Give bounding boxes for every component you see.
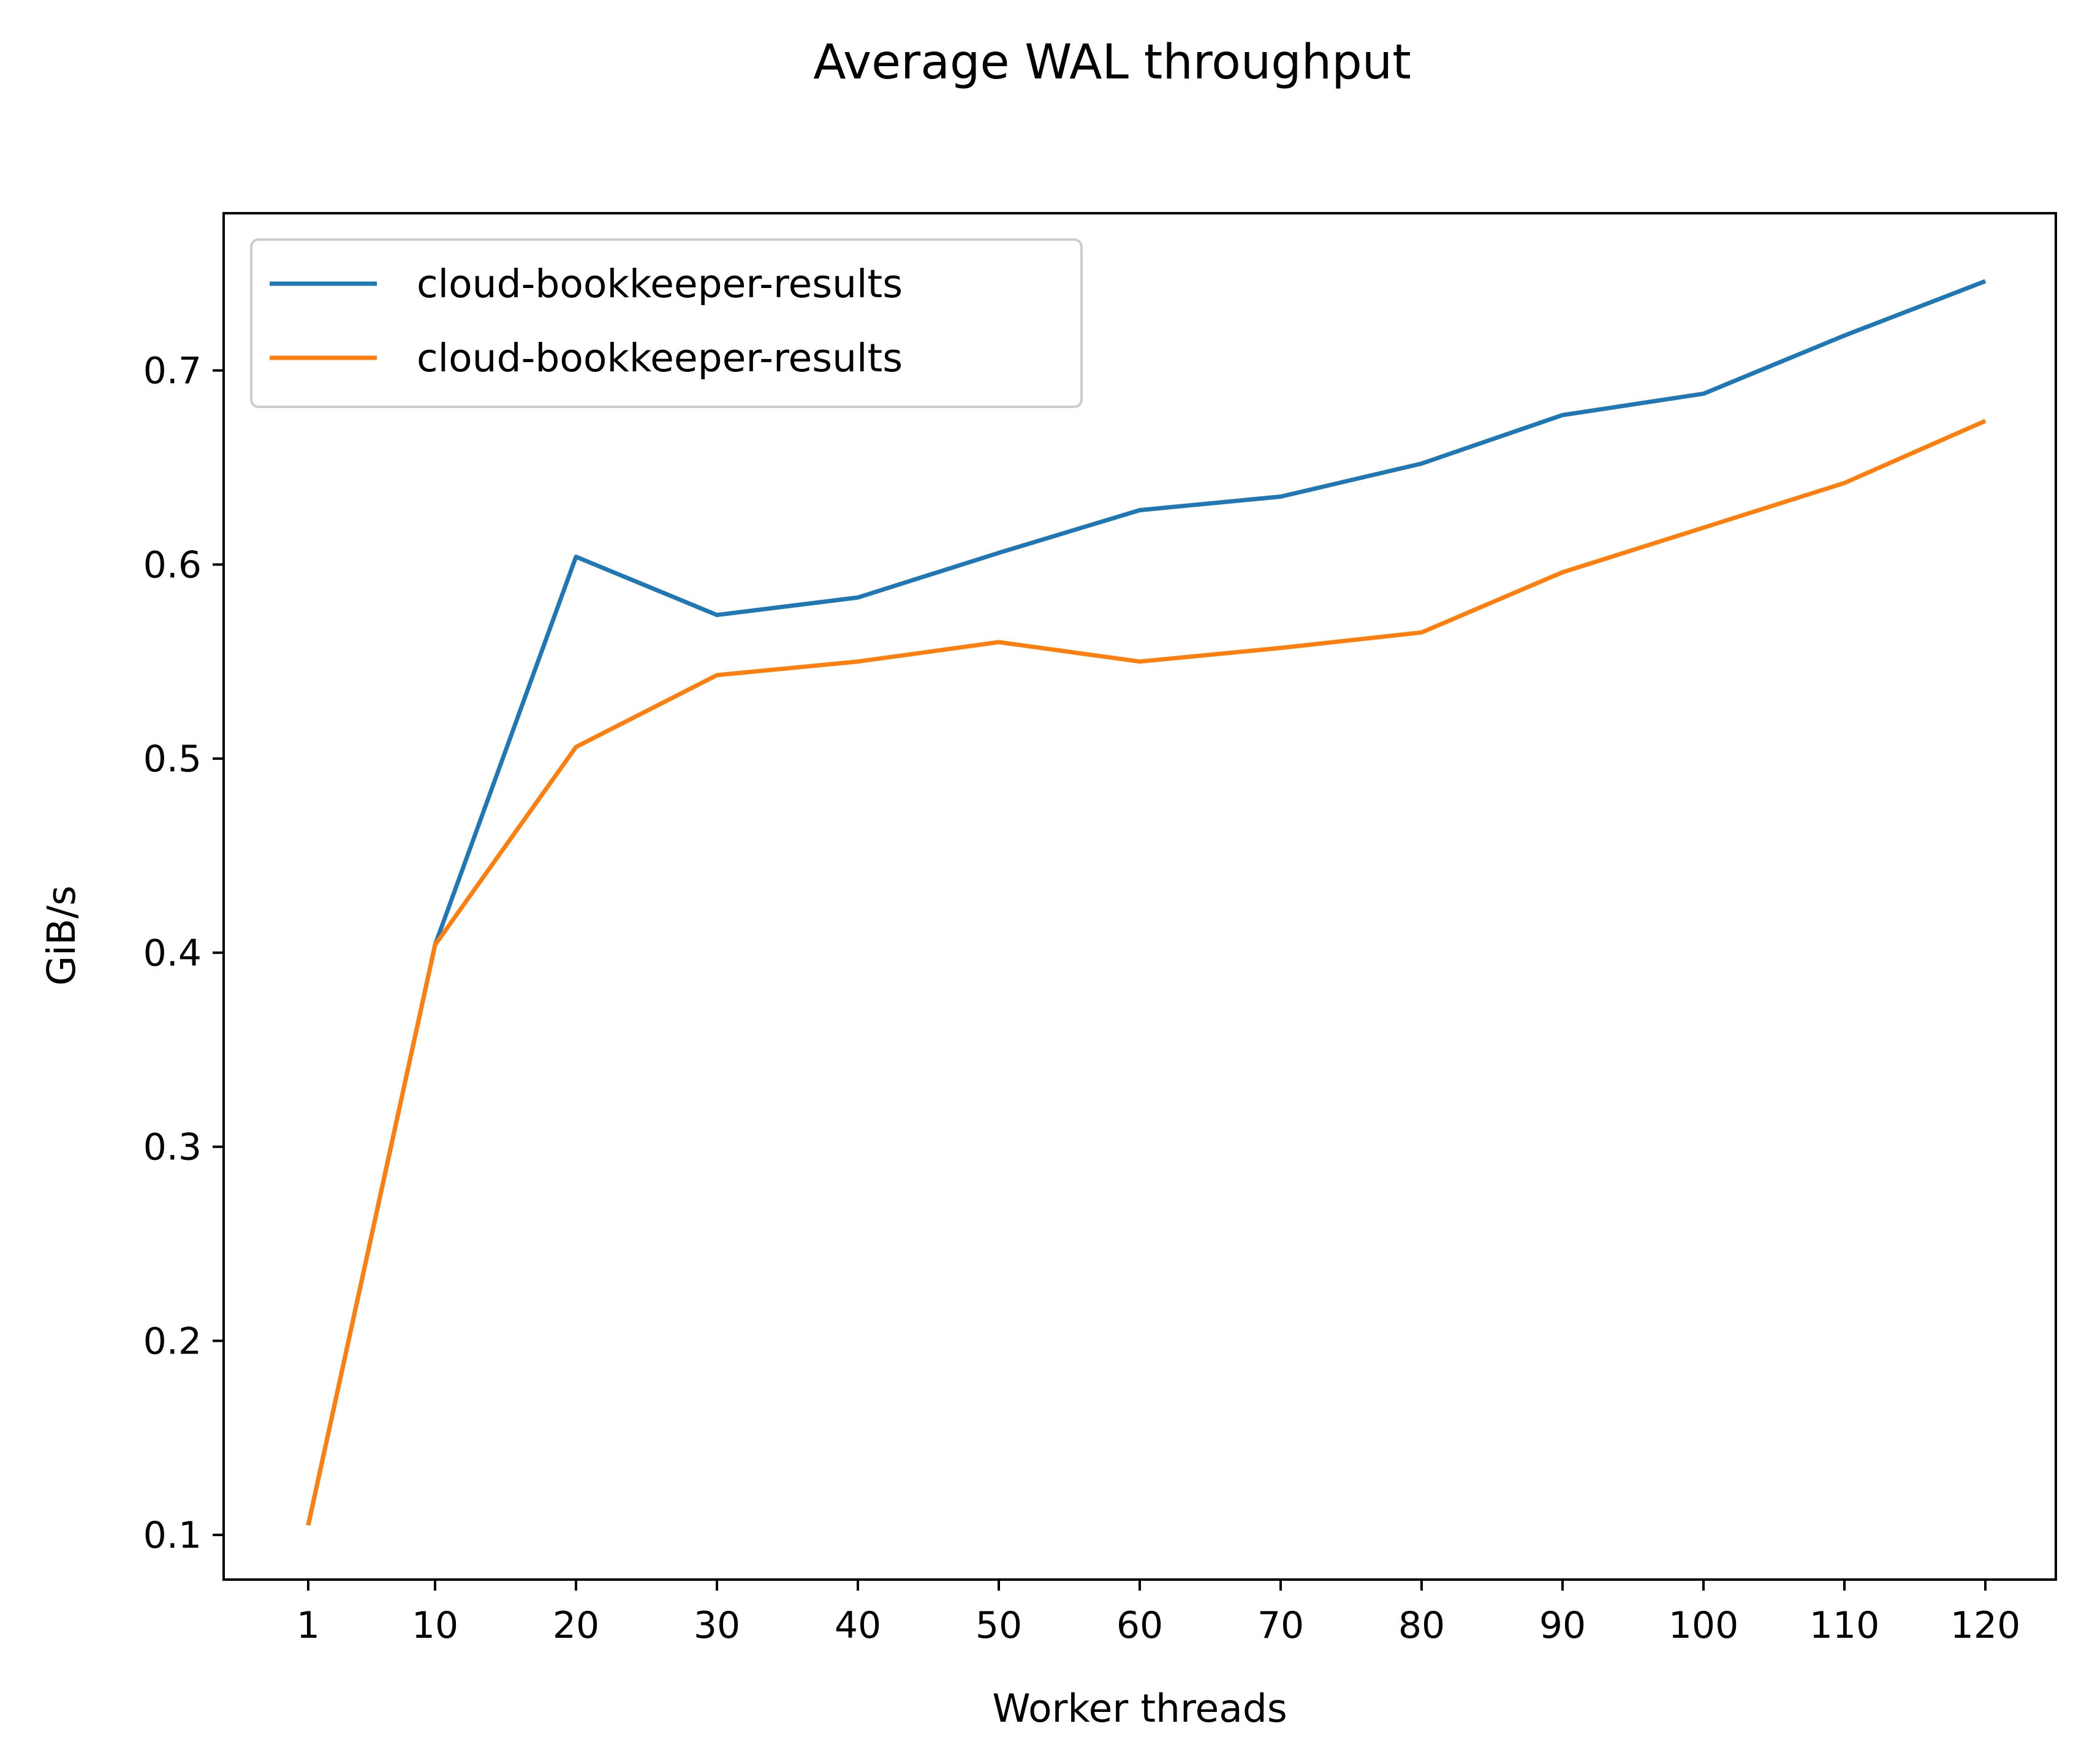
y-axis: 0.1 0.2 0.3 0.4 0.5 0.6 0.7 — [143, 350, 224, 1557]
x-tick-label: 40 — [835, 1604, 881, 1647]
x-axis-label: Worker threads — [992, 1686, 1287, 1731]
y-tick-label: 0.2 — [143, 1320, 202, 1363]
x-tick-label: 90 — [1539, 1604, 1586, 1647]
y-tick-label: 0.4 — [143, 932, 202, 975]
y-tick-label: 0.7 — [143, 350, 202, 393]
x-tick-label: 70 — [1257, 1604, 1304, 1647]
x-tick-label: 1 — [297, 1604, 320, 1647]
y-tick-label: 0.5 — [143, 738, 202, 781]
legend-label-1: cloud-bookkeeper-results — [417, 262, 903, 306]
y-tick-label: 0.6 — [143, 543, 202, 586]
y-tick-label: 0.1 — [143, 1514, 202, 1557]
y-axis-label: GiB/s — [39, 885, 84, 986]
x-axis: 1 10 20 30 40 50 60 70 80 90 100 110 120 — [297, 1580, 2020, 1647]
x-tick-label: 120 — [1950, 1604, 2021, 1647]
x-tick-label: 50 — [976, 1604, 1022, 1647]
x-tick-label: 10 — [412, 1604, 458, 1647]
x-tick-label: 110 — [1809, 1604, 1880, 1647]
series-line-1 — [306, 279, 1987, 1526]
x-tick-label: 80 — [1398, 1604, 1445, 1647]
series-group — [306, 279, 1987, 1526]
x-tick-label: 30 — [694, 1604, 740, 1647]
legend-box — [250, 238, 1083, 408]
legend-label-2: cloud-bookkeeper-results — [417, 336, 903, 380]
x-tick-label: 100 — [1669, 1604, 1739, 1647]
plot-frame — [222, 212, 2057, 1581]
x-tick-label: 20 — [553, 1604, 599, 1647]
legend: cloud-bookkeeper-results cloud-bookkeeper… — [250, 238, 1083, 408]
series-line-2 — [306, 418, 1987, 1526]
chart-title: Average WAL throughput — [813, 35, 1411, 90]
y-tick-label: 0.3 — [143, 1126, 202, 1169]
x-tick-label: 60 — [1116, 1604, 1163, 1647]
